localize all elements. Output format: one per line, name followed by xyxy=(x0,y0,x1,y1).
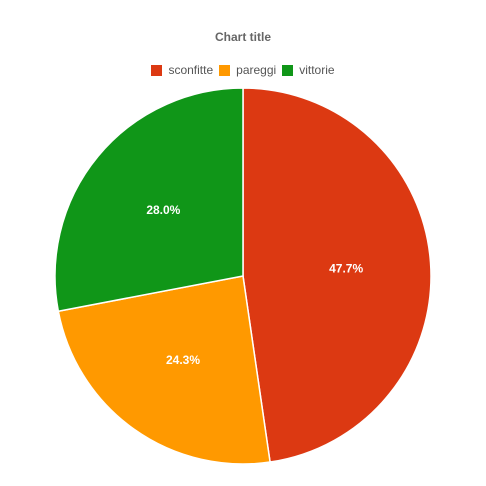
legend-swatch-vittorie xyxy=(282,64,294,76)
pie-slice-pareggi[interactable] xyxy=(57,275,271,465)
legend-label-vittorie: vittorie xyxy=(299,63,335,77)
legend-item-vittorie[interactable]: vittorie xyxy=(282,62,335,78)
legend: sconfitte pareggi vittorie xyxy=(0,62,486,78)
slice-label-pareggi: 24.3% xyxy=(166,353,200,367)
legend-label-sconfitte: sconfitte xyxy=(168,63,214,77)
slice-label-sconfitte: 47.7% xyxy=(329,262,363,276)
pie-slice-vittorie[interactable] xyxy=(54,87,244,313)
legend-item-pareggi[interactable]: pareggi xyxy=(219,62,276,78)
legend-label-pareggi: pareggi xyxy=(236,63,277,77)
legend-item-sconfitte[interactable]: sconfitte xyxy=(151,62,213,78)
pie-slice-sconfitte[interactable] xyxy=(242,87,432,463)
legend-swatch-sconfitte xyxy=(151,64,163,76)
slice-label-vittorie: 28.0% xyxy=(146,203,180,217)
chart-title: Chart title xyxy=(214,30,271,44)
legend-swatch-pareggi xyxy=(219,64,231,76)
